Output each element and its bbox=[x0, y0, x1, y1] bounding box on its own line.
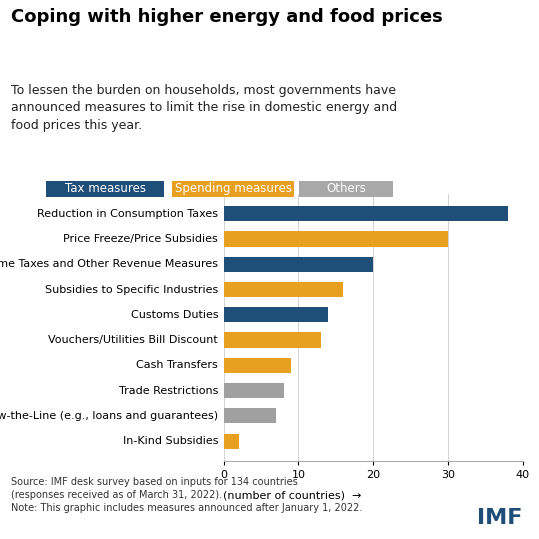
Text: Spending measures: Spending measures bbox=[175, 182, 292, 195]
Bar bbox=[224, 282, 343, 297]
Bar bbox=[224, 307, 328, 322]
Bar bbox=[224, 358, 291, 373]
Text: Coping with higher energy and food prices: Coping with higher energy and food price… bbox=[11, 8, 443, 26]
Text: Tax measures: Tax measures bbox=[65, 182, 146, 195]
Text: Others: Others bbox=[327, 182, 366, 195]
Text: Source: IMF desk survey based on inputs for 134 countries
(responses received as: Source: IMF desk survey based on inputs … bbox=[11, 477, 362, 514]
Text: To lessen the burden on households, most governments have
announced measures to : To lessen the burden on households, most… bbox=[11, 84, 397, 132]
Bar bbox=[224, 206, 508, 222]
Text: IMF: IMF bbox=[478, 508, 523, 528]
Bar bbox=[224, 333, 321, 348]
Bar bbox=[224, 433, 239, 448]
Bar bbox=[224, 409, 276, 424]
Text: (number of countries)  →: (number of countries) → bbox=[223, 490, 362, 500]
Bar bbox=[224, 231, 448, 247]
Bar bbox=[224, 383, 284, 398]
Bar bbox=[224, 257, 374, 272]
